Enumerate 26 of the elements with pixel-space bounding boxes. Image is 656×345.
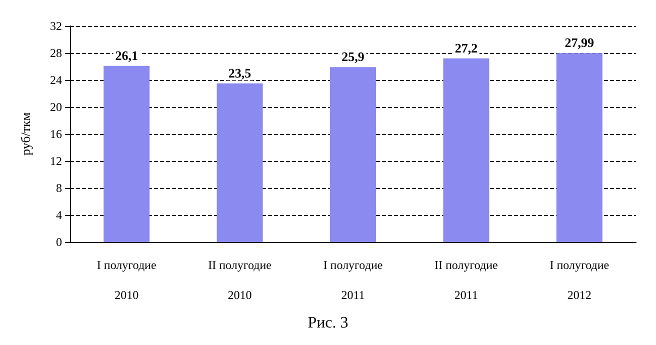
y-axis-title: руб/ткм	[18, 112, 33, 156]
data-label: 23,5	[228, 65, 252, 80]
bar	[216, 83, 263, 242]
bar	[443, 58, 490, 242]
data-label: 26,1	[115, 48, 138, 63]
data-label: 27,99	[564, 35, 595, 50]
category-label: II полугодие 2011	[434, 258, 498, 302]
category-label: I полугодие 2010	[96, 258, 156, 302]
y-tick-label: 24	[50, 73, 62, 87]
y-tick-label: 8	[56, 181, 62, 195]
y-tick-label: 28	[50, 46, 62, 60]
y-tick-label: 32	[50, 19, 62, 33]
bar	[556, 53, 602, 242]
text: Рис. 3	[308, 314, 348, 332]
category-label: I полугодие 2012	[550, 258, 610, 302]
bar	[330, 67, 376, 242]
y-tick-label: 16	[50, 127, 62, 141]
bar	[104, 66, 150, 242]
y-tick-label: 0	[56, 235, 62, 249]
category-label: II полугодие 2010	[208, 258, 272, 302]
data-label: 27,2	[454, 40, 478, 56]
y-tick-label: 20	[50, 100, 62, 114]
y-tick-label: 4	[56, 208, 62, 222]
category-label: I полугодие 2011	[323, 258, 383, 302]
data-label: 25,9	[342, 49, 365, 64]
y-tick-label: 12	[50, 154, 62, 168]
